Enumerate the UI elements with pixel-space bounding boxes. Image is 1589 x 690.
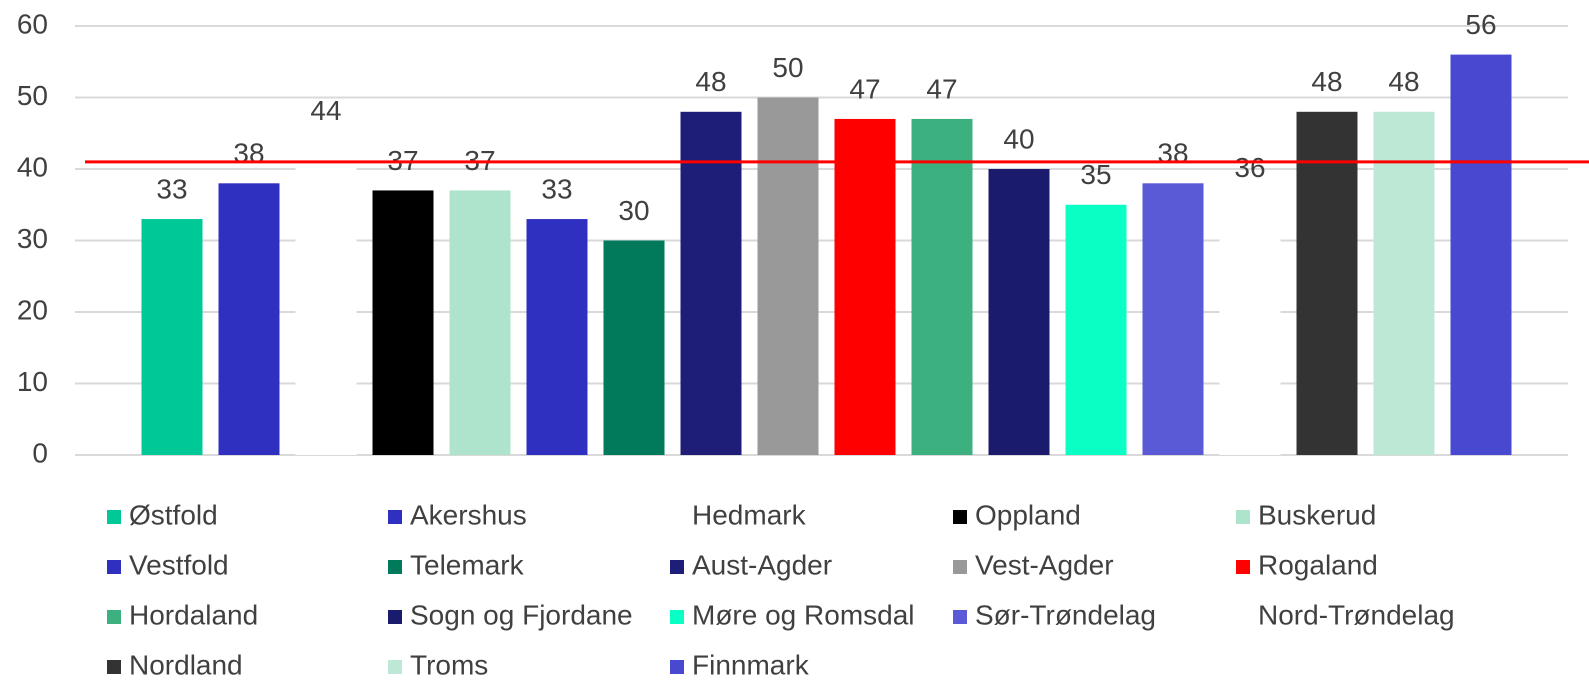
legend-label: Møre og Romsdal [692,599,915,630]
bar [603,240,665,455]
legend-label: Troms [410,649,488,680]
bar [911,118,973,455]
bar [680,111,742,456]
bar [1219,197,1281,455]
data-label: 38 [1157,138,1188,169]
data-label: 37 [387,145,418,176]
data-label: 33 [156,173,187,204]
legend-label: Østfold [129,499,218,530]
y-tick-label: 0 [32,437,48,468]
legend-swatch [670,660,684,674]
legend-swatch [953,610,967,624]
legend-label: Nord-Trøndelag [1258,599,1455,630]
legend-label: Vestfold [129,549,229,580]
legend-swatch [388,510,402,524]
y-tick-label: 30 [17,223,48,254]
legend-swatch [388,560,402,574]
legend-label: Oppland [975,499,1081,530]
bar [1450,54,1512,455]
bar [141,219,203,455]
legend-label: Buskerud [1258,499,1376,530]
data-label: 44 [310,95,341,126]
legend-swatch [670,510,684,524]
legend-label: Nordland [129,649,243,680]
legend-swatch [953,510,967,524]
legend-label: Sogn og Fjordane [410,599,633,630]
legend-swatch [107,660,121,674]
legend-label: Hedmark [692,499,807,530]
legend-swatch [670,560,684,574]
bar [1065,204,1127,455]
data-label: 56 [1465,9,1496,40]
data-label: 47 [849,73,880,104]
bar [757,97,819,455]
legend-swatch [107,610,121,624]
legend-label: Sør-Trøndelag [975,599,1156,630]
y-tick-label: 50 [17,80,48,111]
data-label: 47 [926,73,957,104]
bar [1296,111,1358,456]
bar [218,183,280,456]
data-label: 40 [1003,123,1034,154]
data-label: 48 [1311,66,1342,97]
y-tick-label: 60 [17,8,48,39]
legend-swatch [670,610,684,624]
y-tick-label: 20 [17,294,48,325]
bar [295,140,357,455]
legend-label: Telemark [410,549,525,580]
bar [526,219,588,455]
data-label: 30 [618,195,649,226]
bar [372,190,434,455]
data-label: 38 [233,138,264,169]
legend-swatch [388,610,402,624]
legend-label: Hordaland [129,599,258,630]
bar [449,190,511,455]
legend-label: Vest-Agder [975,549,1114,580]
y-tick-label: 10 [17,366,48,397]
bar [834,118,896,455]
legend-swatch [953,560,967,574]
legend-label: Finnmark [692,649,810,680]
legend-swatch [1236,610,1250,624]
legend-swatch [388,660,402,674]
data-label: 48 [695,66,726,97]
data-label: 50 [772,52,803,83]
data-label: 37 [464,145,495,176]
bar [988,169,1050,455]
data-label: 36 [1234,152,1265,183]
legend-swatch [1236,510,1250,524]
data-label: 33 [541,173,572,204]
legend-label: Akershus [410,499,527,530]
data-label: 48 [1388,66,1419,97]
bar [1142,183,1204,456]
bar [1373,111,1435,456]
legend-swatch [107,560,121,574]
data-label: 35 [1080,159,1111,190]
y-tick-label: 40 [17,151,48,182]
legend-label: Rogaland [1258,549,1378,580]
legend-swatch [1236,560,1250,574]
legend-label: Aust-Agder [692,549,832,580]
legend-swatch [107,510,121,524]
